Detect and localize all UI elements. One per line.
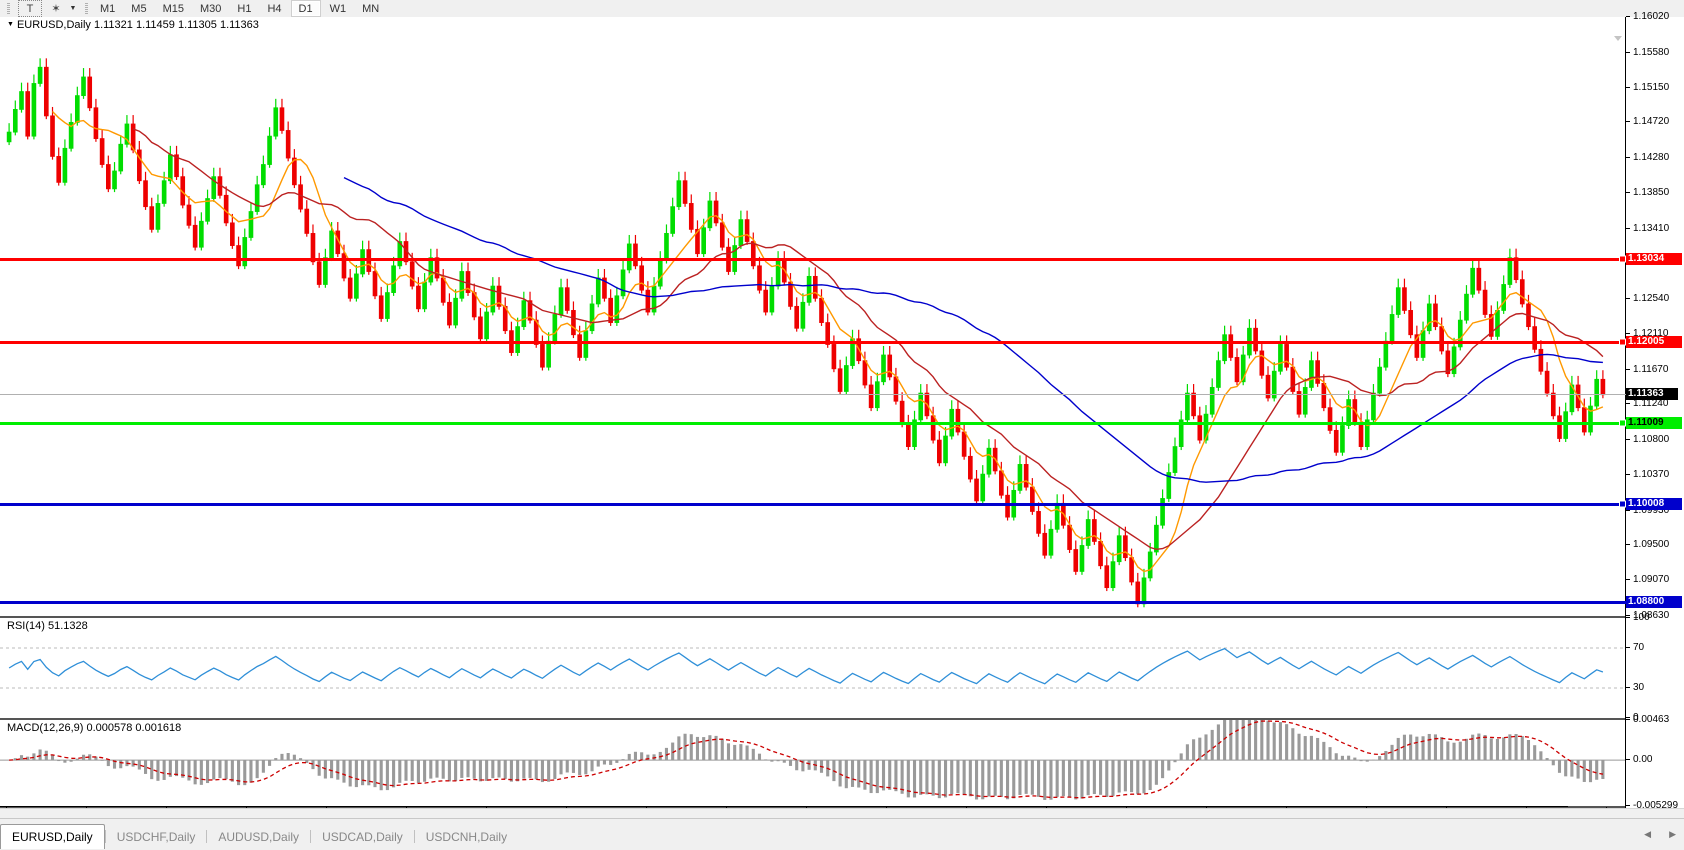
price-axis-ticks: 1.16020 1.15580 1.15150 1.14720 1.14280 1.138… xyxy=(1626,11,1684,621)
pivot-1-tag[interactable]: 1.10008 xyxy=(1626,498,1682,511)
tab-separator xyxy=(413,830,415,843)
timeframe-d1[interactable]: D1 xyxy=(290,0,321,17)
plot-column: ▼ EURUSD,Daily 1.11321 1.11459 1.11305 1.… xyxy=(0,17,1658,820)
chart-tabs: EURUSD,Daily USDCHF,Daily AUDUSD,Daily USDC… xyxy=(0,824,518,849)
rsi-svg xyxy=(0,647,1626,689)
tab-separator xyxy=(104,830,106,843)
level-line-1-13034[interactable] xyxy=(0,255,1626,263)
macd-svg xyxy=(0,720,1626,800)
macd-axis-ticks: 0.00463 0.00 -0.005299 xyxy=(1626,714,1684,811)
level-handle[interactable] xyxy=(1619,419,1626,427)
timeframe-m15[interactable]: M15 xyxy=(162,2,184,15)
macd-pane[interactable]: MACD(12,26,9) 0.000578 0.001618 xyxy=(0,720,1626,808)
toolbar-grip-1[interactable] xyxy=(7,2,10,15)
text-tool-icon[interactable]: T xyxy=(18,0,42,17)
level-line-1-12005[interactable] xyxy=(0,338,1626,346)
tab-separator xyxy=(310,830,312,843)
rsi-pane[interactable]: RSI(14) 51.1328 xyxy=(0,618,1626,720)
timeframe-m30[interactable]: M30 xyxy=(199,2,222,15)
rsi-label: RSI(14) 51.1328 xyxy=(5,620,90,632)
timeframe-m5[interactable]: M5 xyxy=(131,2,147,15)
price-axis[interactable]: 1.16020 1.15580 1.15150 1.14720 1.14280 1.138… xyxy=(1625,11,1684,818)
tab-prev-arrow-icon[interactable]: ◀ xyxy=(1644,829,1652,839)
price-pane[interactable]: ▼ EURUSD,Daily 1.11321 1.11459 1.11305 1.… xyxy=(0,17,1626,618)
timeframe-w1[interactable]: W1 xyxy=(329,2,347,15)
timeframe-m1[interactable]: M1 xyxy=(100,2,116,15)
chart-tab-usdcnh[interactable]: USDCNH,Daily xyxy=(425,829,508,844)
chart-tabbar: EURUSD,Daily USDCHF,Daily AUDUSD,Daily USDC… xyxy=(0,818,1684,850)
level-line-1-10008[interactable] xyxy=(0,500,1626,508)
current-price-tag[interactable]: 1.11363 xyxy=(1626,388,1678,401)
candlestick-svg xyxy=(6,58,1606,608)
tab-nav-arrows: ◀ ▶ xyxy=(1644,829,1676,840)
timeframe-h1[interactable]: H1 xyxy=(237,2,252,15)
resistance-1-tag[interactable]: 1.13034 xyxy=(1626,253,1682,266)
rsi-axis-ticks: 100 70 30 0 xyxy=(1626,612,1684,723)
level-handle[interactable] xyxy=(1619,338,1626,346)
level-handle[interactable] xyxy=(1619,500,1626,508)
tab-separator xyxy=(206,830,208,843)
chart-tab-audusd[interactable]: AUDUSD,Daily xyxy=(218,829,300,844)
level-line-1-08800[interactable] xyxy=(0,600,1626,604)
support-1-tag[interactable]: 1.11009 xyxy=(1626,417,1682,430)
level-handle[interactable] xyxy=(1619,255,1626,263)
resistance-2-tag[interactable]: 1.12005 xyxy=(1626,336,1682,349)
symbol-label: ▼ EURUSD,Daily 1.11321 1.11459 1.11305 1.… xyxy=(5,19,261,31)
toolbar: T ✶ ▼ M1 M5 M15 M30 H1 H4 D1 W1 MN xyxy=(0,0,1684,18)
chart-menu-caret-icon[interactable]: ▼ xyxy=(7,21,14,28)
chart-area[interactable]: ▼ EURUSD,Daily 1.11321 1.11459 1.11305 1.… xyxy=(0,11,1684,820)
tab-next-arrow-icon[interactable]: ▶ xyxy=(1669,829,1676,839)
chevron-down-icon[interactable]: ▼ xyxy=(69,5,77,12)
chart-tab-eurusd[interactable]: EURUSD,Daily xyxy=(0,824,105,849)
timeframe-group: M1 M5 M15 M30 H1 H4 D1 W1 MN xyxy=(93,0,386,17)
pivot-2-tag[interactable]: 1.08800 xyxy=(1626,596,1682,609)
scroll-up-marker xyxy=(1614,36,1622,41)
indicators-icon[interactable]: ✶ xyxy=(51,3,61,15)
timeframe-mn[interactable]: MN xyxy=(362,2,380,15)
timeframe-h4[interactable]: H4 xyxy=(267,2,282,15)
horizontal-scrollbar[interactable] xyxy=(0,808,1684,819)
macd-label: MACD(12,26,9) 0.000578 0.001618 xyxy=(5,722,184,734)
chart-tab-usdchf[interactable]: USDCHF,Daily xyxy=(116,829,196,844)
chart-tab-usdcad[interactable]: USDCAD,Daily xyxy=(322,829,403,844)
level-line-1-11363[interactable] xyxy=(0,394,1626,396)
toolbar-grip-2[interactable] xyxy=(85,2,88,15)
level-line-1-11009[interactable] xyxy=(0,419,1626,427)
